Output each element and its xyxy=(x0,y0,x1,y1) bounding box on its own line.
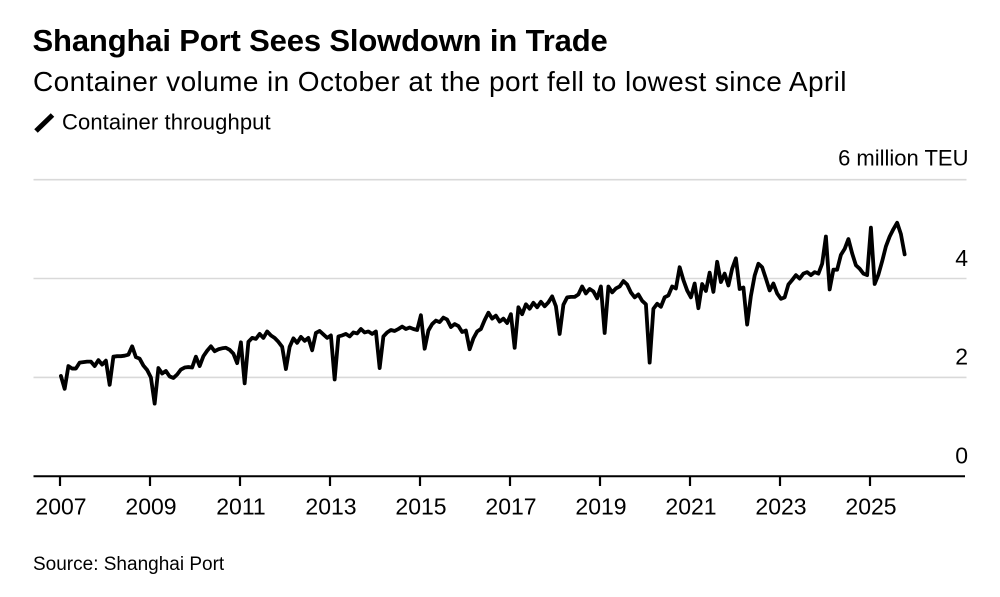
svg-text:2023: 2023 xyxy=(755,494,806,520)
svg-text:Container throughput: Container throughput xyxy=(62,110,271,135)
svg-text:4: 4 xyxy=(955,245,968,271)
svg-text:Shanghai Port Sees Slowdown in: Shanghai Port Sees Slowdown in Trade xyxy=(33,23,608,58)
svg-text:2025: 2025 xyxy=(845,494,896,520)
svg-text:2: 2 xyxy=(955,344,968,370)
svg-text:Source: Shanghai Port: Source: Shanghai Port xyxy=(33,554,225,575)
svg-text:Container volume in October at: Container volume in October at the port … xyxy=(33,66,847,97)
svg-text:2015: 2015 xyxy=(395,494,446,520)
svg-text:2019: 2019 xyxy=(575,494,626,520)
svg-text:2009: 2009 xyxy=(125,494,176,520)
svg-text:0: 0 xyxy=(955,443,968,469)
svg-text:2021: 2021 xyxy=(665,494,716,520)
svg-text:2013: 2013 xyxy=(305,494,356,520)
svg-text:6 million TEU: 6 million TEU xyxy=(838,146,968,171)
svg-text:2017: 2017 xyxy=(485,494,536,520)
svg-text:2011: 2011 xyxy=(216,494,265,520)
svg-text:2007: 2007 xyxy=(35,494,86,520)
